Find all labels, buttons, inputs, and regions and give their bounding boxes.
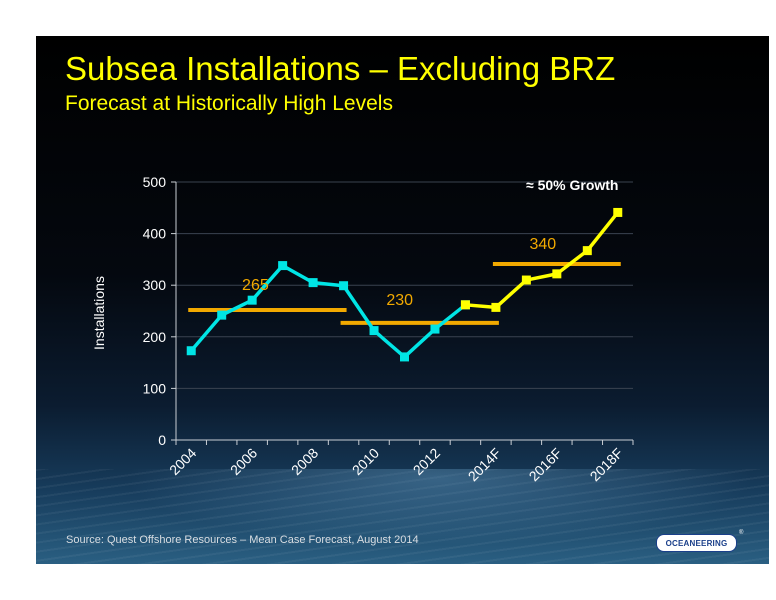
forecast-data-point	[521, 275, 531, 285]
slide-subtitle: Forecast at Historically High Levels	[65, 92, 393, 115]
registered-mark: ®	[739, 530, 744, 536]
x-tick-label: 2012	[410, 445, 443, 478]
y-axis-label: Installations	[91, 276, 107, 350]
forecast-data-point	[491, 302, 501, 312]
historical-data-point	[247, 295, 257, 305]
forecast-data-point	[552, 269, 562, 279]
historical-data-point	[430, 324, 440, 334]
historical-data-point	[339, 281, 349, 291]
x-tick-label: 2008	[288, 445, 321, 478]
y-tick-label: 300	[143, 277, 167, 293]
y-tick-label: 0	[158, 432, 166, 448]
source-note: Source: Quest Offshore Resources – Mean …	[66, 534, 419, 546]
grid-lines	[176, 181, 633, 389]
underwater-background	[36, 469, 769, 564]
x-tick-label: 2010	[349, 445, 382, 478]
y-tick-label: 400	[143, 226, 167, 242]
chart-labels: 265 230 340 ≈ 50% Growth	[242, 177, 618, 309]
historical-data-point	[278, 261, 288, 271]
x-tick-label: 2018F	[586, 445, 625, 484]
average-label: 340	[529, 236, 556, 253]
installations-chart: 0 100 200 300 400 500 2004 2006 2008 2010 2012 2014…	[91, 174, 634, 484]
slide: Subsea Installations – Excluding BRZ For…	[36, 36, 769, 564]
forecast-data-point	[582, 246, 592, 256]
historical-series-line	[189, 263, 467, 359]
forecast-data-point	[613, 207, 623, 217]
historical-data-point	[186, 346, 196, 356]
x-tick-label: 2016F	[526, 445, 565, 484]
y-tick-label: 200	[143, 329, 167, 345]
forecast-data-point	[460, 300, 470, 310]
historical-data-point	[400, 352, 409, 362]
series-lines	[186, 207, 623, 362]
forecast-series-line	[465, 211, 620, 310]
y-tick-label: 500	[143, 174, 167, 190]
oceaneering-logo: OCEANEERING	[656, 534, 737, 552]
historical-data-point	[308, 278, 318, 288]
historical-data-point	[217, 310, 227, 320]
x-tick-label: 2006	[227, 445, 260, 478]
slide-title: Subsea Installations – Excluding BRZ	[65, 50, 616, 87]
average-label: 265	[242, 277, 269, 294]
x-tick-label: 2004	[166, 445, 199, 478]
y-tick-label: 100	[143, 380, 167, 396]
x-tick-label: 2014F	[465, 445, 504, 484]
growth-annotation: ≈ 50% Growth	[526, 177, 618, 193]
axes: 0 100 200 300 400 500 2004 2006 2008 2010 2012 2014…	[91, 174, 634, 484]
average-label: 230	[386, 292, 413, 309]
historical-data-point	[369, 326, 379, 336]
logo-text: OCEANEERING	[665, 538, 728, 548]
